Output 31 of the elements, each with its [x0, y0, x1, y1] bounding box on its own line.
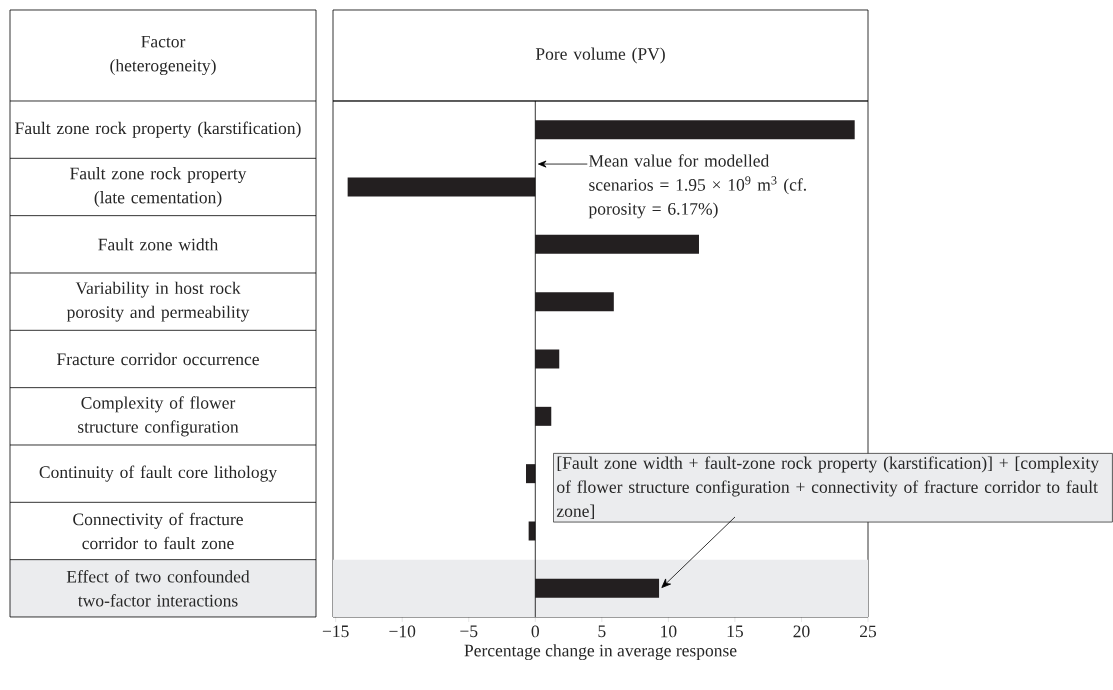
text: Mean value for modelled scenarios = 1.95 × 10$^{9}$ m$^{3}$ (cf. porosity = 6.17%): [588, 154, 806, 219]
y-tick-label: Connectivity of fracture corridor to fault zone: [73, 512, 243, 550]
y-tick-label: Fault zone width: [98, 238, 219, 251]
y-tick-label: Variability in host rock porosity and permeability: [66, 281, 250, 322]
x-tick-label: 15: [727, 625, 743, 638]
x-tick-label: 0: [531, 625, 539, 638]
y-axis-title: Factor (heterogeneity): [110, 35, 216, 76]
bar: [525, 464, 536, 484]
annotation: [Fault zone width + fault-zone rock property (karstification)] + [complexity of flower structure configuration + connectivity of fracture corridor to fault zone]: [556, 456, 1100, 520]
bar: [535, 349, 560, 369]
x-tick-label: 20: [793, 625, 810, 638]
y-tick-label: Continuity of fault core lithology: [39, 465, 278, 482]
bar: [347, 177, 536, 197]
bar: [535, 292, 614, 312]
x-tick-label: 25: [860, 625, 877, 638]
y-tick-label: Fault zone rock property (late cementation): [70, 167, 247, 207]
x-tick-label: 5: [598, 625, 606, 638]
bar: [535, 120, 855, 140]
bar: [535, 234, 699, 254]
x-tick-label: −10: [389, 625, 416, 638]
x-tick-label: −15: [322, 625, 349, 638]
bar: [528, 521, 536, 541]
y-tick-label: Effect of two confounded two-factor interactions: [66, 570, 250, 607]
x-tick-label: 10: [661, 625, 677, 638]
y-tick-label: Fracture corridor occurrence: [56, 352, 259, 366]
x-tick-label: −5: [460, 625, 478, 638]
y-tick-label: Complexity of flower structure configuration: [78, 396, 239, 437]
x-axis-title: Percentage change in average response: [464, 644, 737, 661]
y-tick-label: Fault zone rock property (karstification): [15, 121, 301, 138]
chart-title: Pore volume (PV): [535, 47, 665, 64]
bar: [535, 406, 552, 426]
